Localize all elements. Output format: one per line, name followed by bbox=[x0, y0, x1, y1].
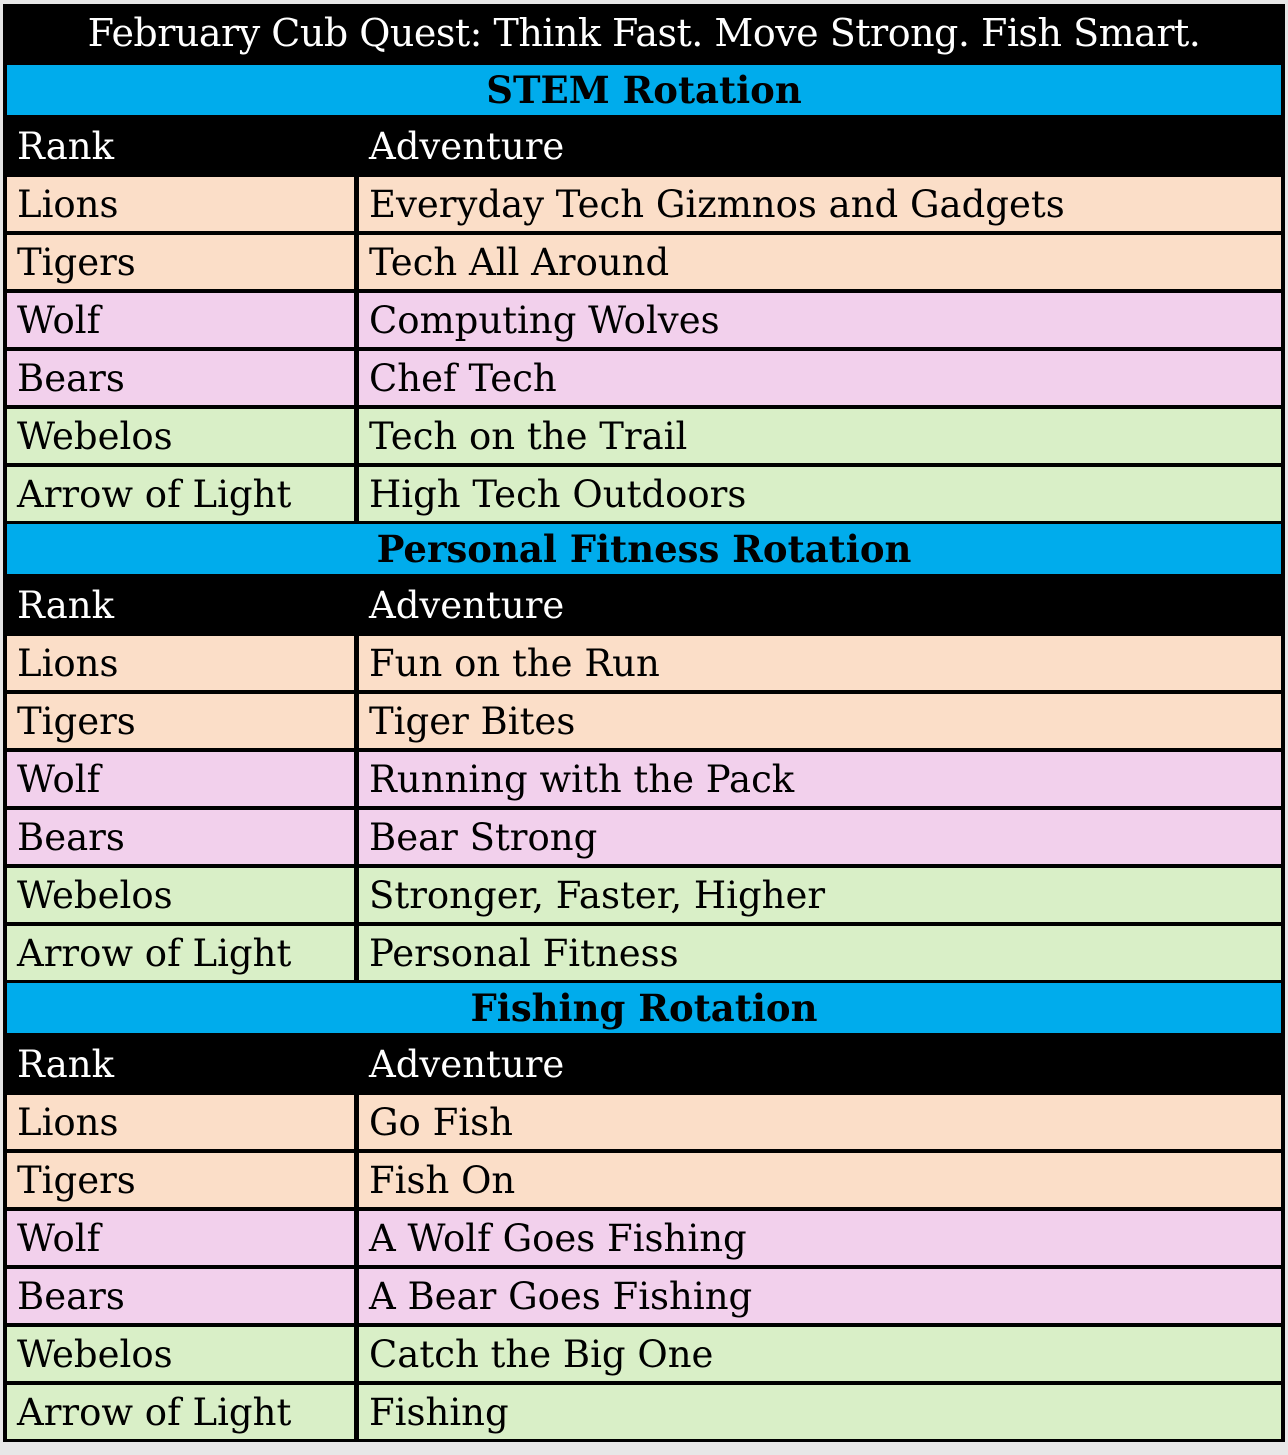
rank-cell: Bears bbox=[7, 810, 354, 864]
rank-cell: Tigers bbox=[7, 694, 354, 748]
adventure-column-header: Adventure bbox=[359, 1037, 1281, 1091]
rank-cell: Bears bbox=[7, 1269, 354, 1323]
rank-cell: Tigers bbox=[7, 1153, 354, 1207]
section-title: Fishing Rotation bbox=[470, 986, 818, 1030]
adventure-cell: Tech All Around bbox=[359, 235, 1281, 289]
section-title: STEM Rotation bbox=[486, 68, 802, 112]
adventure-cell: Tiger Bites bbox=[359, 694, 1281, 748]
table-row: Arrow of Light Fishing bbox=[7, 1385, 1281, 1439]
table-row: Lions Everyday Tech Gizmnos and Gadgets bbox=[7, 177, 1281, 231]
adventure-cell: Stronger, Faster, Higher bbox=[359, 868, 1281, 922]
rank-cell: Arrow of Light bbox=[7, 467, 354, 521]
adventure-column-header: Adventure bbox=[359, 578, 1281, 632]
rank-column-header: Rank bbox=[7, 1037, 354, 1091]
rotation-section: Personal Fitness Rotation Rank Adventure… bbox=[7, 524, 1281, 980]
adventure-cell: Fun on the Run bbox=[359, 636, 1281, 690]
rank-cell: Webelos bbox=[7, 409, 354, 463]
rank-cell: Wolf bbox=[7, 752, 354, 806]
section-rows: Lions Fun on the Run Tigers Tiger Bites … bbox=[7, 636, 1281, 980]
section-title: Personal Fitness Rotation bbox=[376, 527, 912, 571]
adventure-cell: Everyday Tech Gizmnos and Gadgets bbox=[359, 177, 1281, 231]
adventure-cell: A Bear Goes Fishing bbox=[359, 1269, 1281, 1323]
table-header-row: Rank Adventure bbox=[7, 119, 1281, 173]
section-header: Fishing Rotation bbox=[7, 983, 1281, 1033]
adventure-cell: A Wolf Goes Fishing bbox=[359, 1211, 1281, 1265]
adventure-cell: High Tech Outdoors bbox=[359, 467, 1281, 521]
rank-cell: Tigers bbox=[7, 235, 354, 289]
section-rows: Lions Everyday Tech Gizmnos and Gadgets … bbox=[7, 177, 1281, 521]
rank-cell: Lions bbox=[7, 1095, 354, 1149]
table-row: Lions Fun on the Run bbox=[7, 636, 1281, 690]
table-row: Bears Bear Strong bbox=[7, 810, 1281, 864]
adventure-cell: Go Fish bbox=[359, 1095, 1281, 1149]
rank-cell: Bears bbox=[7, 351, 354, 405]
rank-column-header: Rank bbox=[7, 119, 354, 173]
rank-cell: Wolf bbox=[7, 1211, 354, 1265]
table-row: Webelos Stronger, Faster, Higher bbox=[7, 868, 1281, 922]
table-row: Tigers Tiger Bites bbox=[7, 694, 1281, 748]
adventure-column-header: Adventure bbox=[359, 119, 1281, 173]
rank-cell: Webelos bbox=[7, 1327, 354, 1381]
table-row: Bears A Bear Goes Fishing bbox=[7, 1269, 1281, 1323]
section-header: STEM Rotation bbox=[7, 65, 1281, 115]
rank-cell: Arrow of Light bbox=[7, 926, 354, 980]
table-row: Arrow of Light Personal Fitness bbox=[7, 926, 1281, 980]
adventure-cell: Fish On bbox=[359, 1153, 1281, 1207]
table-row: Arrow of Light High Tech Outdoors bbox=[7, 467, 1281, 521]
table-row: Tigers Fish On bbox=[7, 1153, 1281, 1207]
table-row: Lions Go Fish bbox=[7, 1095, 1281, 1149]
table-row: Webelos Catch the Big One bbox=[7, 1327, 1281, 1381]
adventure-cell: Running with the Pack bbox=[359, 752, 1281, 806]
table-row: Wolf Computing Wolves bbox=[7, 293, 1281, 347]
rank-cell: Lions bbox=[7, 177, 354, 231]
rank-column-header: Rank bbox=[7, 578, 354, 632]
section-header: Personal Fitness Rotation bbox=[7, 524, 1281, 574]
adventure-cell: Fishing bbox=[359, 1385, 1281, 1439]
adventure-cell: Bear Strong bbox=[359, 810, 1281, 864]
adventure-cell: Catch the Big One bbox=[359, 1327, 1281, 1381]
rank-cell: Wolf bbox=[7, 293, 354, 347]
table-row: Wolf A Wolf Goes Fishing bbox=[7, 1211, 1281, 1265]
table-row: Tigers Tech All Around bbox=[7, 235, 1281, 289]
rotation-section: STEM Rotation Rank Adventure Lions Every… bbox=[7, 65, 1281, 521]
sections-container: STEM Rotation Rank Adventure Lions Every… bbox=[7, 65, 1281, 1439]
page-title: February Cub Quest: Think Fast. Move Str… bbox=[7, 4, 1281, 62]
section-rows: Lions Go Fish Tigers Fish On Wolf A Wolf… bbox=[7, 1095, 1281, 1439]
adventure-cell: Personal Fitness bbox=[359, 926, 1281, 980]
table-header-row: Rank Adventure bbox=[7, 1037, 1281, 1091]
table-row: Webelos Tech on the Trail bbox=[7, 409, 1281, 463]
adventure-cell: Computing Wolves bbox=[359, 293, 1281, 347]
rotation-section: Fishing Rotation Rank Adventure Lions Go… bbox=[7, 983, 1281, 1439]
rank-cell: Arrow of Light bbox=[7, 1385, 354, 1439]
document: February Cub Quest: Think Fast. Move Str… bbox=[3, 4, 1285, 1442]
table-row: Bears Chef Tech bbox=[7, 351, 1281, 405]
rank-cell: Webelos bbox=[7, 868, 354, 922]
adventure-cell: Chef Tech bbox=[359, 351, 1281, 405]
rank-cell: Lions bbox=[7, 636, 354, 690]
table-header-row: Rank Adventure bbox=[7, 578, 1281, 632]
table-row: Wolf Running with the Pack bbox=[7, 752, 1281, 806]
adventure-cell: Tech on the Trail bbox=[359, 409, 1281, 463]
